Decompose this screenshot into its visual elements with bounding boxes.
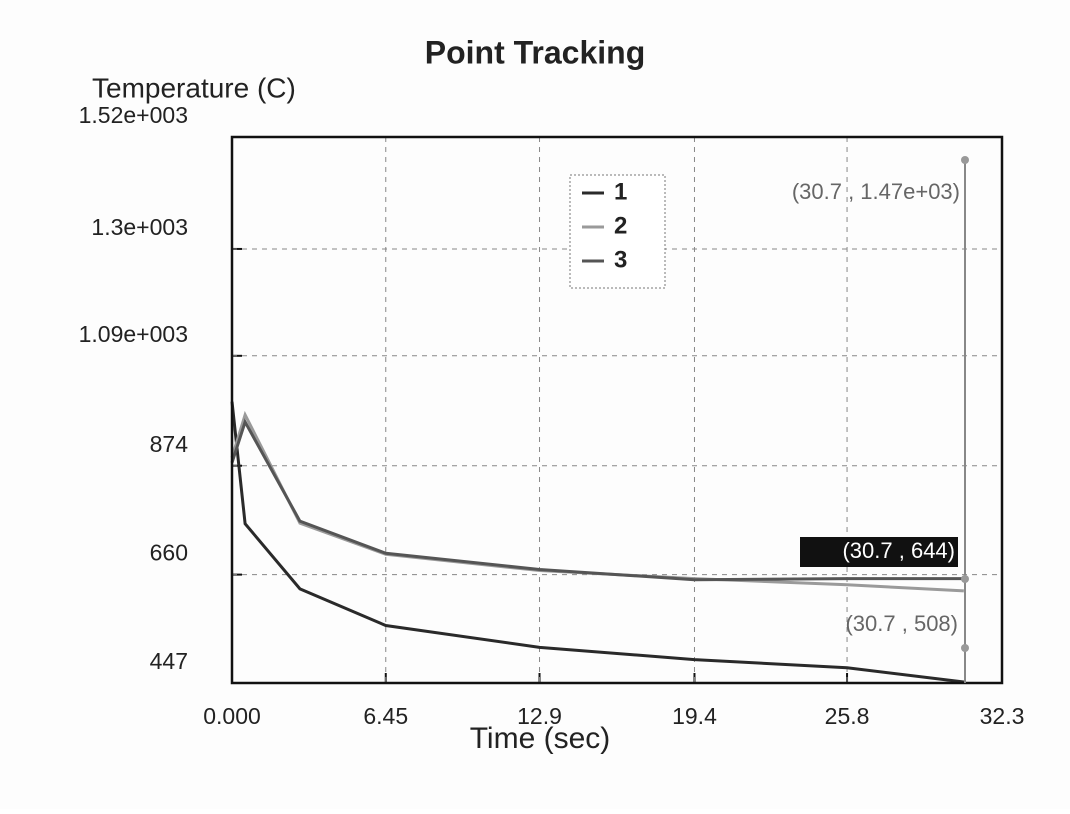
legend: 1 2 3 <box>582 178 627 273</box>
plot-lines <box>230 401 965 684</box>
x-tick-label: 12.9 <box>517 703 562 729</box>
annotation-box <box>800 537 958 567</box>
chart-title: Point Tracking <box>425 34 645 70</box>
y-axis-label: Temperature (C) <box>92 72 296 103</box>
y-tick-label: 1.3e+003 <box>91 214 188 240</box>
x-tick-label: 25.8 <box>825 703 870 729</box>
x-tick-label: 19.4 <box>672 703 717 729</box>
y-tick-label: 1.52e+003 <box>79 102 188 128</box>
y-tick-label: 447 <box>150 648 188 674</box>
annotation: (30.7 , 1.47e+03) <box>792 179 960 204</box>
y-tick-label: 1.09e+003 <box>79 321 188 347</box>
series-line <box>230 401 965 684</box>
x-axis-label: Time (sec) <box>470 722 611 755</box>
annotation: (30.7 , 508) <box>845 611 958 636</box>
x-tick-label: 0.000 <box>203 703 261 729</box>
plot-frame <box>230 135 1004 685</box>
y-tick-label: 874 <box>150 431 189 457</box>
cursor-dot <box>961 644 969 652</box>
legend-label: 1 <box>614 178 627 205</box>
cursor-dot <box>961 156 969 164</box>
x-tick-label: 6.45 <box>363 703 408 729</box>
x-tick-label: 32.3 <box>980 703 1025 729</box>
legend-label: 2 <box>614 212 627 239</box>
annotation: (30.7 , 644) <box>842 538 955 563</box>
cursor-dot <box>961 575 969 583</box>
legend-label: 3 <box>614 246 627 273</box>
series-line <box>230 418 964 582</box>
y-tick-label: 660 <box>150 540 188 566</box>
